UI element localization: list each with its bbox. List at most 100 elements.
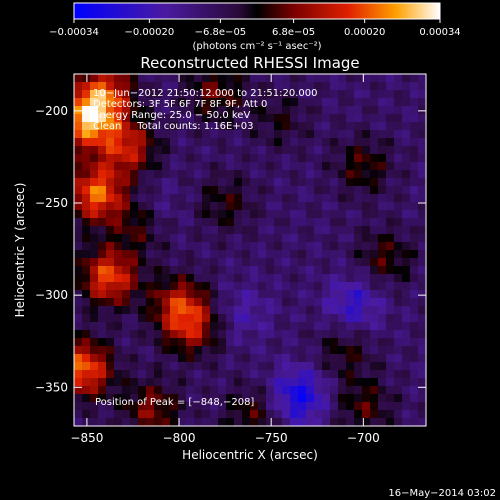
heatmap-cell	[210, 138, 219, 147]
heatmap-cell	[258, 394, 267, 403]
heatmap-cell	[330, 330, 339, 339]
heatmap-cell	[354, 186, 363, 195]
heatmap-cell	[170, 202, 179, 211]
heatmap-cell	[354, 410, 363, 419]
heatmap-cell	[258, 354, 267, 363]
heatmap-cell	[274, 338, 283, 347]
heatmap-cell	[162, 362, 171, 371]
heatmap-cell	[338, 114, 347, 123]
heatmap-cell	[114, 418, 123, 427]
heatmap-cell	[82, 218, 91, 227]
heatmap-cell	[306, 106, 315, 115]
heatmap-cell	[274, 82, 283, 91]
heatmap-cell	[274, 266, 283, 275]
heatmap-cell	[298, 274, 307, 283]
heatmap-cell	[122, 290, 131, 299]
heatmap-cell	[170, 378, 179, 387]
heatmap-cell	[74, 234, 83, 243]
heatmap-cell	[394, 322, 403, 331]
heatmap-cell	[186, 146, 195, 155]
heatmap-cell	[90, 346, 99, 355]
heatmap-cell	[362, 394, 371, 403]
heatmap-cell	[314, 186, 323, 195]
heatmap-cell	[130, 186, 139, 195]
heatmap-cell	[282, 162, 291, 171]
heatmap-cell	[122, 210, 131, 219]
heatmap-cell	[338, 338, 347, 347]
heatmap-cell	[218, 146, 227, 155]
heatmap-cell	[146, 234, 155, 243]
heatmap-cell	[322, 330, 331, 339]
heatmap-cell	[218, 306, 227, 315]
heatmap-cell	[418, 402, 427, 411]
heatmap-cell	[338, 178, 347, 187]
heatmap-cell	[346, 226, 355, 235]
heatmap-cell	[242, 298, 251, 307]
heatmap-cell	[154, 146, 163, 155]
heatmap-cell	[202, 402, 211, 411]
heatmap-cell	[74, 106, 83, 115]
heatmap-cell	[418, 138, 427, 147]
heatmap-cell	[138, 362, 147, 371]
heatmap-cell	[178, 162, 187, 171]
heatmap-cell	[258, 82, 267, 91]
heatmap-cell	[282, 330, 291, 339]
heatmap-cell	[82, 82, 91, 91]
heatmap-cell	[418, 338, 427, 347]
heatmap-cell	[74, 138, 83, 147]
heatmap-cell	[322, 298, 331, 307]
heatmap-cell	[106, 282, 115, 291]
heatmap-cell	[402, 178, 411, 187]
heatmap-cell	[394, 258, 403, 267]
heatmap-cell	[242, 194, 251, 203]
heatmap-cell	[138, 242, 147, 251]
heatmap-cell	[218, 90, 227, 99]
heatmap-cell	[130, 74, 139, 83]
heatmap-cell	[370, 354, 379, 363]
heatmap-cell	[90, 234, 99, 243]
heatmap-cell	[418, 386, 427, 395]
heatmap-cell	[290, 218, 299, 227]
heatmap-cell	[306, 314, 315, 323]
heatmap-cell	[130, 90, 139, 99]
heatmap-cell	[130, 154, 139, 163]
heatmap-cell	[186, 162, 195, 171]
heatmap-cell	[418, 410, 427, 419]
heatmap-cell	[130, 114, 139, 123]
heatmap-cell	[186, 394, 195, 403]
heatmap-cell	[186, 74, 195, 83]
chart-title: Reconstructed RHESSI Image	[140, 54, 359, 72]
heatmap-cell	[154, 162, 163, 171]
heatmap-cell	[418, 98, 427, 107]
heatmap-cell	[362, 186, 371, 195]
heatmap-cell	[298, 290, 307, 299]
heatmap-cell	[250, 306, 259, 315]
heatmap-cell	[146, 250, 155, 259]
heatmap-cell	[242, 162, 251, 171]
heatmap-cell	[186, 178, 195, 187]
heatmap-cell	[322, 250, 331, 259]
heatmap-cell	[74, 74, 83, 83]
heatmap-cell	[154, 410, 163, 419]
heatmap-cell	[186, 234, 195, 243]
heatmap-cell	[306, 418, 315, 427]
heatmap-cell	[130, 282, 139, 291]
heatmap-cell	[370, 114, 379, 123]
heatmap-cell	[298, 218, 307, 227]
heatmap-cell	[218, 314, 227, 323]
heatmap-cell	[82, 330, 91, 339]
heatmap-cell	[258, 226, 267, 235]
heatmap-cell	[322, 306, 331, 315]
heatmap-cell	[322, 258, 331, 267]
heatmap-cell	[170, 338, 179, 347]
heatmap-cell	[266, 330, 275, 339]
heatmap-cell	[354, 418, 363, 427]
heatmap-cell	[218, 282, 227, 291]
heatmap-cell	[314, 338, 323, 347]
heatmap-cell	[202, 74, 211, 83]
heatmap-cell	[154, 170, 163, 179]
heatmap-cell	[210, 410, 219, 419]
heatmap-cell	[330, 226, 339, 235]
heatmap-cell	[202, 90, 211, 99]
heatmap-cell	[242, 138, 251, 147]
